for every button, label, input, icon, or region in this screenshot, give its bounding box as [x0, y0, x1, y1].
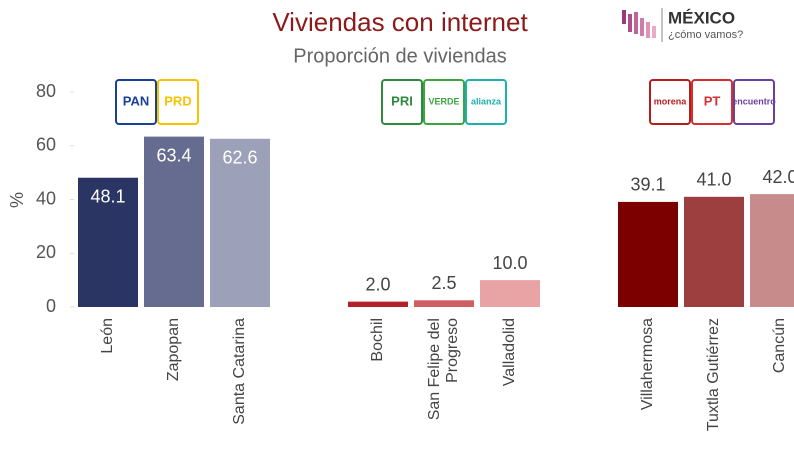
party-logo-text: PT: [704, 93, 721, 108]
bar: [78, 177, 138, 307]
party-logo: [115, 79, 157, 125]
x-tick-label-box: León: [99, 318, 116, 354]
brand-name: MÉXICO: [668, 8, 735, 27]
x-tick-label-box: Zapopan: [165, 318, 182, 382]
party-logo-text: VERDE: [428, 96, 459, 106]
bar: [750, 194, 794, 307]
party-logo: [691, 79, 733, 125]
party-logo-text: PRI: [391, 93, 413, 108]
y-tick-label: 80: [36, 81, 56, 101]
bar: [210, 138, 270, 307]
party-logo: [465, 79, 507, 125]
value-label: 42.0: [762, 167, 794, 187]
x-tick-label-box: San Felipe del Progreso: [426, 318, 461, 421]
x-tick-label: San Felipe del Progreso: [426, 318, 461, 421]
x-tick-label: Bochil: [369, 318, 386, 362]
x-tick-label-box: Bochil: [369, 318, 386, 362]
bar: [414, 300, 474, 307]
brand-logo: MÉXICO ¿cómo vamos?: [622, 8, 743, 42]
party-logo-text: PRD: [164, 93, 191, 108]
x-tick-label: Cancún: [771, 318, 788, 374]
y-tick-label: 40: [36, 188, 56, 208]
party-logo-text: encuentro: [732, 96, 776, 106]
x-tick-label: León: [99, 318, 116, 354]
y-tick-label: 60: [36, 135, 56, 155]
x-tick-label-box: Santa Catarina: [231, 318, 248, 425]
bar: [684, 196, 744, 307]
value-label: 2.0: [365, 274, 390, 294]
party-logo: [381, 79, 423, 125]
y-tick-label: 0: [46, 296, 56, 316]
party-logo: [649, 79, 691, 125]
chart-subtitle: Proporción de viviendas: [293, 45, 506, 67]
party-logo-text: alianza: [471, 96, 502, 106]
x-tick-label-box: Tuxtla Gutiérrez: [705, 318, 722, 432]
party-logo-text: morena: [654, 96, 688, 106]
value-label: 62.6: [222, 148, 257, 168]
party-logo-text: PAN: [123, 93, 149, 108]
x-tick-label: Zapopan: [165, 318, 182, 382]
brand-tagline: ¿cómo vamos?: [668, 29, 743, 41]
bar: [144, 136, 204, 307]
value-label: 63.4: [156, 145, 191, 165]
bar: [348, 301, 408, 307]
party-logo: [733, 79, 775, 125]
y-tick-label: 20: [36, 242, 56, 262]
party-logo: [423, 79, 465, 125]
value-label: 10.0: [492, 253, 527, 273]
x-tick-label: Santa Catarina: [231, 318, 248, 425]
x-tick-label: Valladolid: [501, 318, 518, 387]
value-label: 48.1: [90, 186, 125, 206]
x-tick-label-box: Cancún: [771, 318, 788, 374]
bar: [618, 201, 678, 307]
value-label: 2.5: [431, 273, 456, 293]
value-label: 41.0: [696, 170, 731, 190]
y-axis-label: %: [7, 192, 27, 208]
x-tick-label-box: Villahermosa: [639, 318, 656, 411]
x-tick-label: Tuxtla Gutiérrez: [705, 318, 722, 432]
x-tick-label: Villahermosa: [639, 318, 656, 411]
chart-title: Viviendas con internet: [272, 7, 528, 37]
bar: [480, 280, 540, 307]
value-label: 39.1: [630, 175, 665, 195]
x-tick-label-box: Valladolid: [501, 318, 518, 387]
party-logo: [157, 79, 199, 125]
